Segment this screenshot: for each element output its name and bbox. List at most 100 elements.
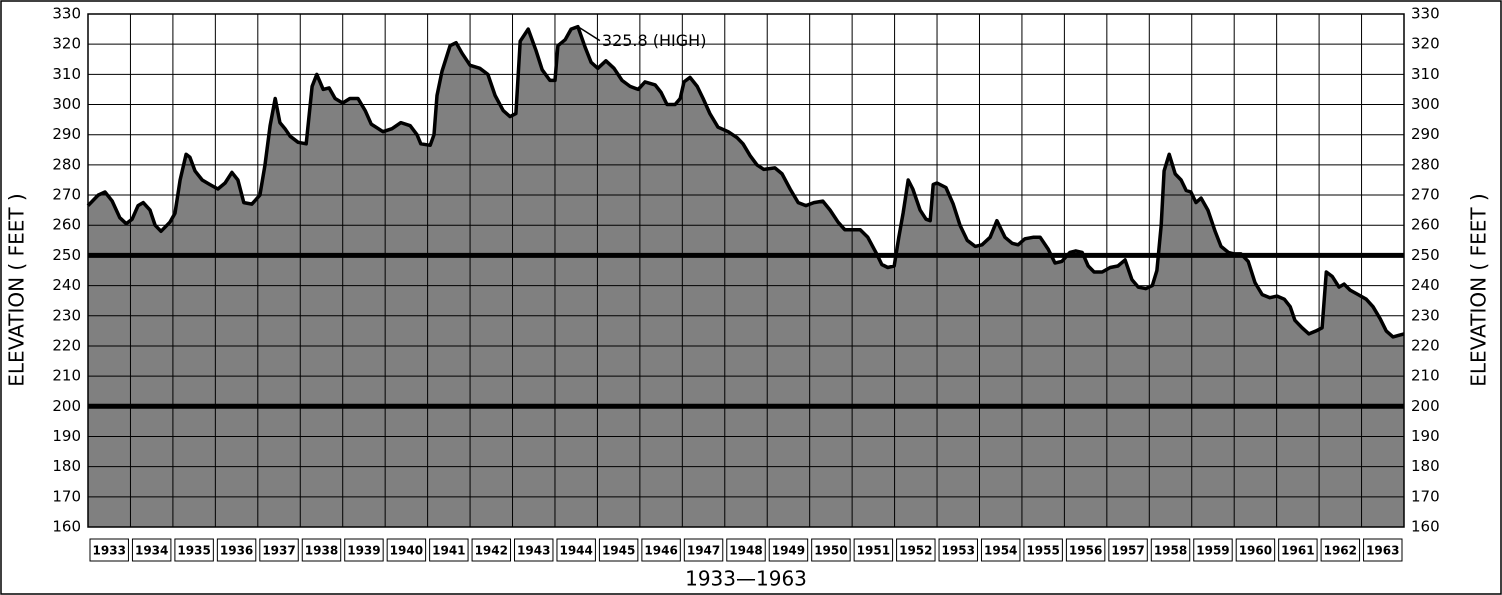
y2-tick-label: 310 bbox=[1411, 65, 1440, 83]
year-box bbox=[896, 538, 936, 562]
y-tick-label: 330 bbox=[52, 5, 81, 23]
y2-tick-label: 200 bbox=[1411, 397, 1440, 415]
y2-tick-label: 160 bbox=[1411, 518, 1440, 536]
x-tick-label: 1952 bbox=[899, 544, 932, 558]
x-tick-label: 1940 bbox=[390, 544, 423, 558]
annotation-leader bbox=[577, 26, 601, 42]
y2-tick-label: 300 bbox=[1411, 95, 1440, 113]
x-tick-label: 1933 bbox=[93, 544, 126, 558]
y-tick-label: 310 bbox=[52, 65, 81, 83]
y-tick-label: 200 bbox=[52, 397, 81, 415]
x-tick-label: 1938 bbox=[305, 544, 338, 558]
y-tick-label: 250 bbox=[52, 246, 81, 264]
x-tick-label: 1963 bbox=[1366, 544, 1399, 558]
x-tick-label: 1935 bbox=[177, 544, 210, 558]
year-box bbox=[726, 538, 766, 562]
y-tick-label: 170 bbox=[52, 487, 81, 505]
y-tick-label: 280 bbox=[52, 155, 81, 173]
x-tick-label: 1941 bbox=[432, 544, 465, 558]
y2-tick-label: 210 bbox=[1411, 367, 1440, 385]
y-tick-label: 190 bbox=[52, 427, 81, 445]
x-tick-label: 1934 bbox=[135, 544, 168, 558]
x-tick-label: 1939 bbox=[347, 544, 380, 558]
x-tick-label: 1962 bbox=[1324, 544, 1357, 558]
year-box bbox=[174, 538, 214, 562]
x-tick-label: 1953 bbox=[942, 544, 975, 558]
x-tick-label: 1942 bbox=[475, 544, 508, 558]
y-axis-label: ELEVATION ( FEET ) bbox=[5, 193, 29, 386]
year-box bbox=[429, 538, 469, 562]
year-box bbox=[471, 538, 512, 562]
year-box bbox=[768, 538, 809, 562]
y2-tick-label: 180 bbox=[1411, 457, 1440, 475]
y-tick-label: 300 bbox=[52, 95, 81, 113]
year-box bbox=[811, 538, 851, 562]
year-box bbox=[89, 538, 129, 562]
y2-tick-label: 250 bbox=[1411, 246, 1440, 264]
y-tick-label: 260 bbox=[52, 216, 81, 234]
x-tick-label: 1937 bbox=[262, 544, 295, 558]
y-tick-label: 160 bbox=[52, 518, 81, 536]
plot-border bbox=[87, 13, 1405, 528]
year-box bbox=[853, 538, 894, 562]
year-box bbox=[641, 538, 681, 562]
y-tick-label: 270 bbox=[52, 186, 81, 204]
y-tick-label: 320 bbox=[52, 35, 81, 53]
year-box bbox=[131, 538, 172, 562]
y2-axis-label: ELEVATION ( FEET ) bbox=[1467, 193, 1491, 386]
annotation: 325.8 (HIGH) bbox=[602, 31, 707, 50]
y2-tick-label: 320 bbox=[1411, 35, 1440, 53]
x-tick-label: 1951 bbox=[857, 544, 890, 558]
year-box bbox=[344, 538, 384, 562]
x-tick-label: 1936 bbox=[220, 544, 253, 558]
y-tick-label: 180 bbox=[52, 457, 81, 475]
x-tick-label: 1954 bbox=[984, 544, 1017, 558]
year-box bbox=[1278, 538, 1318, 562]
year-box bbox=[598, 538, 639, 562]
y2-tick-label: 220 bbox=[1411, 336, 1440, 354]
y2-tick-label: 230 bbox=[1411, 306, 1440, 324]
year-box bbox=[216, 538, 257, 562]
year-box bbox=[683, 538, 724, 562]
area bbox=[88, 26, 1404, 527]
y-tick-label: 210 bbox=[52, 367, 81, 385]
year-box bbox=[1108, 538, 1148, 562]
x-tick-label: 1959 bbox=[1196, 544, 1229, 558]
x-tick-label: 1950 bbox=[814, 544, 847, 558]
y2-tick-label: 240 bbox=[1411, 276, 1440, 294]
x-tick-label: 1956 bbox=[1069, 544, 1102, 558]
x-tick-label: 1949 bbox=[772, 544, 805, 558]
x-tick-label: 1961 bbox=[1281, 544, 1314, 558]
y-tick-label: 230 bbox=[52, 306, 81, 324]
x-axis-label: 1933—1963 bbox=[685, 567, 807, 591]
year-box bbox=[1065, 538, 1106, 562]
x-tick-label: 1948 bbox=[729, 544, 762, 558]
year-box bbox=[1023, 538, 1063, 562]
x-tick-label: 1957 bbox=[1111, 544, 1144, 558]
x-tick-label: 1944 bbox=[559, 544, 592, 558]
y2-tick-label: 190 bbox=[1411, 427, 1440, 445]
y2-tick-label: 270 bbox=[1411, 186, 1440, 204]
x-tick-label: 1945 bbox=[602, 544, 635, 558]
y-tick-label: 220 bbox=[52, 336, 81, 354]
x-tick-label: 1958 bbox=[1154, 544, 1187, 558]
y2-tick-label: 330 bbox=[1411, 5, 1440, 23]
year-box bbox=[1193, 538, 1233, 562]
year-box bbox=[514, 538, 554, 562]
y2-tick-label: 260 bbox=[1411, 216, 1440, 234]
year-box bbox=[1235, 538, 1276, 562]
x-tick-label: 1955 bbox=[1026, 544, 1059, 558]
y2-tick-label: 280 bbox=[1411, 155, 1440, 173]
year-box bbox=[259, 538, 299, 562]
year-box bbox=[980, 538, 1021, 562]
year-box bbox=[556, 538, 596, 562]
x-tick-label: 1943 bbox=[517, 544, 550, 558]
year-box bbox=[386, 538, 427, 562]
year-box bbox=[1363, 538, 1403, 562]
x-tick-label: 1946 bbox=[644, 544, 677, 558]
year-box bbox=[938, 538, 978, 562]
year-box bbox=[1320, 538, 1361, 562]
year-box bbox=[301, 538, 342, 562]
